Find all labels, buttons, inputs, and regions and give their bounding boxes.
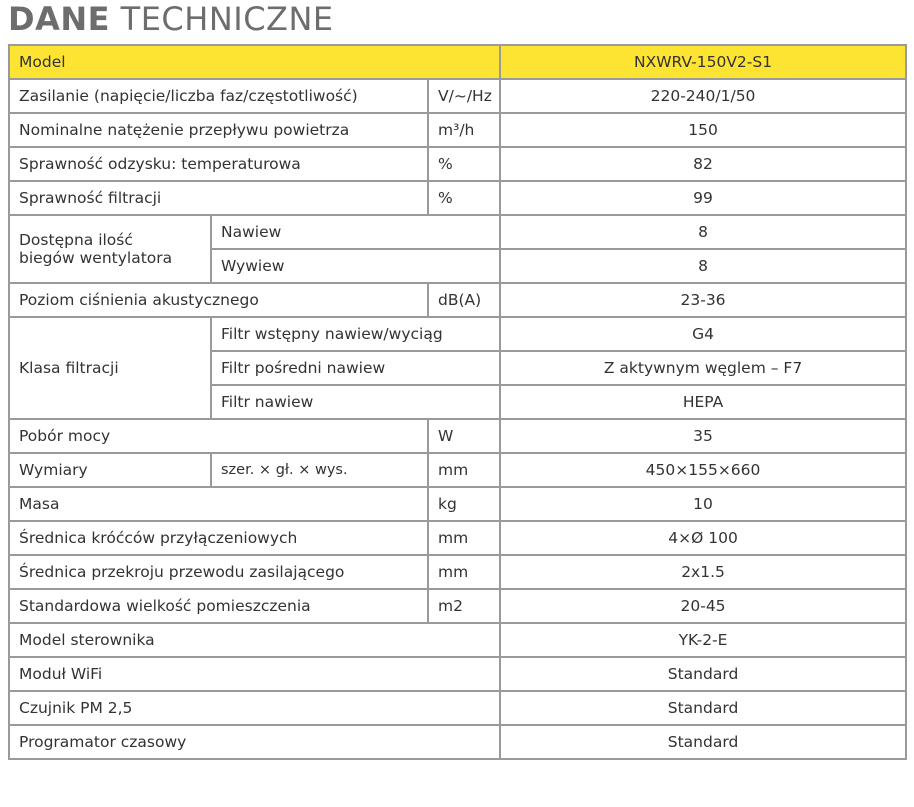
table-row: Nominalne natężenie przepływu powietrza m…	[8, 112, 908, 148]
spec-table: Model NXWRV-150V2-S1 Zasilanie (napięcie/…	[7, 44, 908, 760]
table-row: Średnica króćców przyłączeniowych mm 4×Ø 1…	[8, 520, 908, 556]
table-row: Poziom ciśnienia akustycznego dB(A) 23-36	[8, 282, 908, 318]
table-row: Klasa filtracji Filtr wstępny nawiew/wyci…	[8, 316, 908, 420]
table-row: Średnica przekroju przewodu zasilającego…	[8, 554, 908, 590]
table-row: Moduł WiFi Standard	[7, 656, 908, 692]
table-row: Standardowa wielkość pomieszczenia m2 20-4…	[8, 588, 908, 624]
table-row: Wywiew 8	[9, 248, 908, 284]
table-row: Zasilanie (napięcie/liczba faz/częstotli…	[8, 78, 908, 114]
table-row: Model sterownika YK-2-E	[7, 622, 908, 658]
table-row: Masa kg 10	[8, 486, 908, 522]
table-row: Filtr pośredni nawiew Z aktywnym węglem –…	[9, 350, 908, 386]
table-row: Programator czasowy Standard	[7, 724, 908, 760]
table-row: Wymiary szer. × gł. × wys. mm 450×155×660	[8, 452, 908, 488]
table-header-row: Model NXWRV-150V2-S1	[7, 44, 908, 80]
table-row: Filtr nawiew HEPA	[9, 384, 908, 420]
table-row: Sprawność odzysku: temperaturowa% 82	[8, 146, 908, 182]
table-row: Dostępna ilość biegów wentylatora Nawiew 8	[8, 214, 908, 284]
page-title: DANE TECHNICZNE	[8, 0, 334, 38]
table-row: Sprawność filtracji% 99	[8, 180, 908, 216]
table-row: Pobór mocy W 35	[8, 418, 908, 454]
table-row: Czujnik PM 2,5 Standard	[7, 690, 908, 726]
